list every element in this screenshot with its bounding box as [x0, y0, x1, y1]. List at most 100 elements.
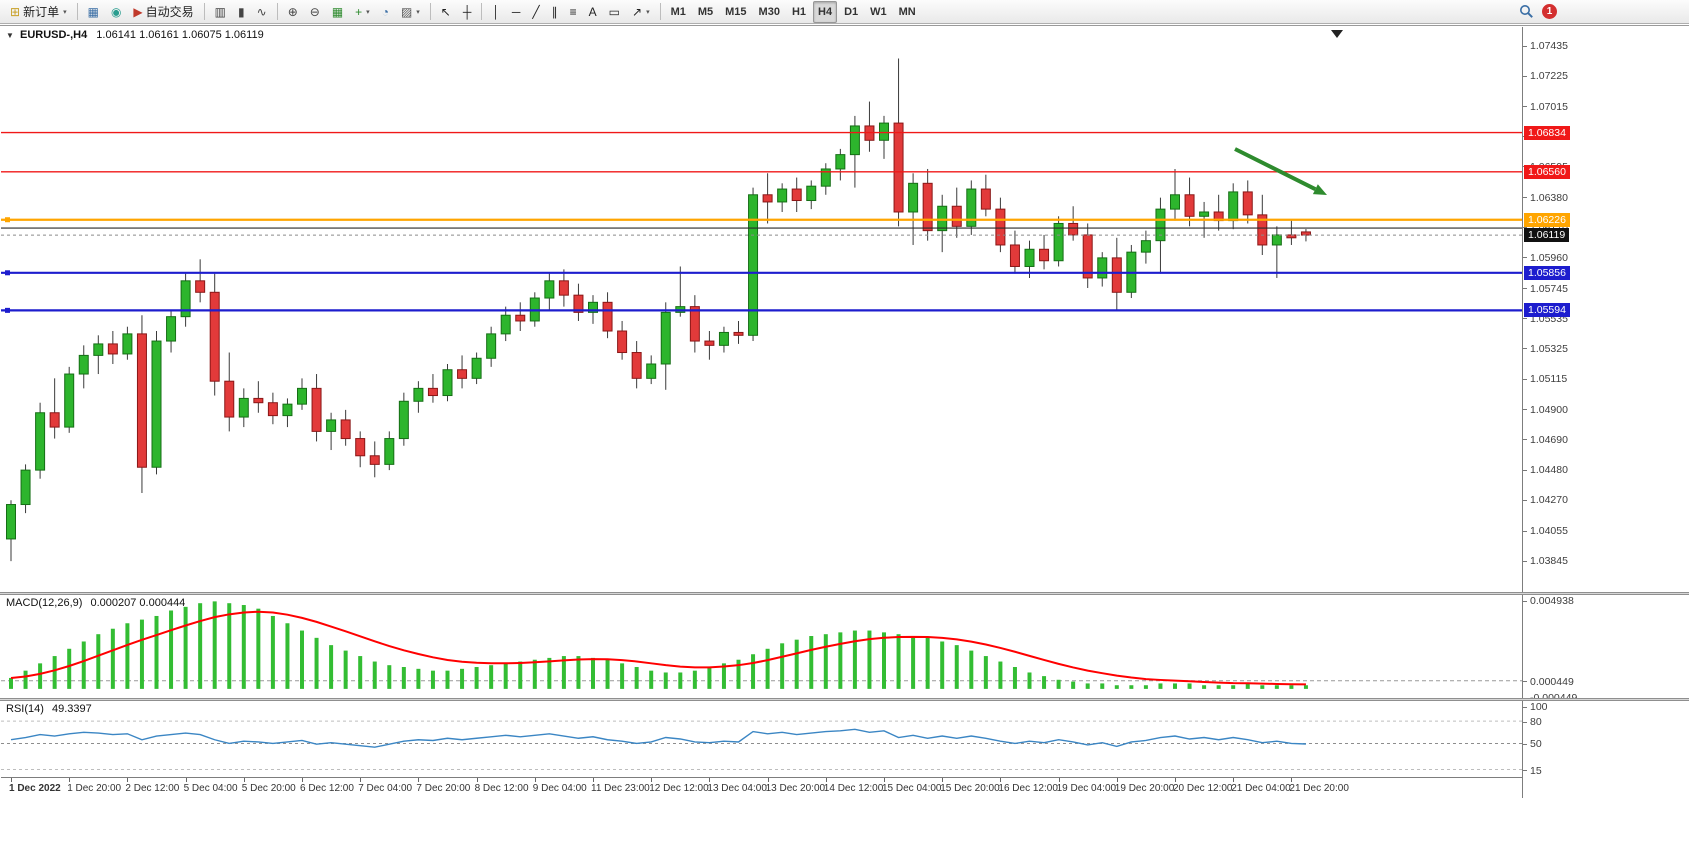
label-icon[interactable]: ▭	[604, 1, 625, 23]
tf-mn-button[interactable]: MN	[894, 1, 921, 23]
price-axis-label: 1.04900	[1530, 403, 1568, 416]
fibonacci-icon[interactable]: ≡	[565, 1, 582, 23]
indicators-icon[interactable]: + ▾	[350, 1, 375, 23]
tf-h1-button[interactable]: H1	[787, 1, 811, 23]
notification-badge[interactable]: 1	[1542, 4, 1557, 19]
time-axis-tick	[1058, 778, 1060, 782]
time-axis-label: 6 Dec 12:00	[300, 783, 354, 794]
time-axis-tick	[1000, 778, 1002, 782]
price-line-badge: 1.05856	[1524, 265, 1570, 280]
tf-mn-button-label: MN	[898, 5, 916, 18]
line-handle[interactable]	[5, 270, 10, 276]
main-chart-panel[interactable]: ▼ EURUSD-,H4 1.06141 1.06161 1.06075 1.0…	[1, 27, 1522, 592]
axis-tick	[1523, 106, 1527, 108]
time-axis-tick	[418, 778, 420, 782]
templates-icon[interactable]: ▨ ▾	[396, 1, 425, 23]
time-axis-label: 21 Dec 04:00	[1231, 783, 1291, 794]
price-axis-label: 1.04480	[1530, 464, 1568, 477]
time-axis-tick	[534, 778, 536, 782]
profile-icon[interactable]: ◉	[106, 1, 126, 23]
tf-m5-button-label: M5	[697, 5, 714, 18]
tile-windows-icon[interactable]: ▦	[327, 1, 348, 23]
templates-icon: ▨	[400, 4, 413, 19]
axis-tick	[1523, 197, 1527, 199]
autotrading-button[interactable]: ▶ 自动交易	[128, 1, 198, 23]
macd-axis-label: 0.004938	[1530, 595, 1574, 607]
clock-icon[interactable]: ◔	[377, 1, 394, 23]
caret-down-icon: ▾	[366, 8, 370, 16]
time-axis-label: 19 Dec 04:00	[1056, 783, 1117, 794]
time-axis-tick	[651, 778, 653, 782]
charts-window-icon[interactable]: ▦	[83, 1, 104, 23]
toolbar-right: 1	[1519, 4, 1685, 19]
panel-splitter[interactable]	[0, 698, 1689, 701]
time-axis-label: 11 Dec 23:00	[591, 783, 650, 794]
caret-down-icon: ▾	[416, 8, 420, 16]
horizontal-line-icon: ─	[511, 4, 521, 19]
axis-tick	[1523, 288, 1527, 290]
vertical-line-icon[interactable]: │	[487, 1, 505, 23]
chart-shift-marker-icon[interactable]	[1331, 30, 1343, 38]
channel-icon[interactable]: ∥	[547, 1, 563, 23]
new-order-button[interactable]: ⊞ 新订单 ▾	[5, 1, 72, 23]
zoom-in-icon[interactable]: ⊕	[283, 1, 303, 23]
time-axis-tick	[1175, 778, 1176, 782]
tf-m5-button[interactable]: M5	[693, 1, 718, 23]
rsi-axis-label: 50	[1530, 738, 1542, 751]
line-chart-icon[interactable]: ∿	[252, 1, 272, 23]
macd-values: 0.000207 0.000444	[90, 597, 186, 609]
tile-windows-icon: ▦	[331, 4, 344, 19]
tf-m30-button[interactable]: M30	[754, 1, 785, 23]
time-axis-label: 1 Dec 20:00	[67, 783, 122, 794]
tf-w1-button[interactable]: W1	[865, 1, 892, 23]
tf-m30-button-label: M30	[758, 5, 780, 18]
new-order-button-icon: ⊞	[10, 4, 21, 19]
search-icon[interactable]	[1519, 4, 1534, 19]
rsi-axis-label: 100	[1530, 701, 1548, 714]
shapes-icon[interactable]: ↗ ▾	[627, 1, 655, 23]
collapse-triangle-icon[interactable]: ▼	[6, 31, 14, 40]
tf-h1-button-label: H1	[791, 5, 807, 18]
axis-tick	[1523, 45, 1527, 47]
time-axis-tick	[942, 778, 944, 782]
rsi-panel[interactable]: RSI(14) 49.3397	[1, 701, 1522, 777]
axis-tick	[1523, 530, 1527, 532]
tf-m15-button[interactable]: M15	[720, 1, 751, 23]
cursor-icon[interactable]: ↖	[436, 1, 456, 23]
line-handle[interactable]	[5, 307, 10, 313]
rsi-title: RSI(14) 49.3397	[6, 703, 92, 715]
time-axis-tick	[302, 778, 303, 782]
time-axis-label: 9 Dec 04:00	[532, 783, 587, 794]
tf-m1-button-label: M1	[670, 5, 686, 18]
rsi-axis-label: 80	[1530, 716, 1542, 729]
price-line-badge: 1.05594	[1524, 303, 1570, 318]
macd-axis-label: 0.000449	[1530, 675, 1574, 688]
rsi-value: 49.3397	[51, 703, 92, 715]
toolbar-separator	[203, 3, 205, 20]
axis-tick	[1523, 227, 1527, 229]
tf-d1-button-label: D1	[844, 5, 859, 18]
text-icon[interactable]: A	[584, 1, 602, 23]
candles-chart-icon[interactable]: ▮	[233, 1, 250, 23]
macd-panel[interactable]: MACD(12,26,9) 0.000207 0.000444	[1, 595, 1522, 698]
chart-title: ▼ EURUSD-,H4 1.06141 1.06161 1.06075 1.0…	[6, 29, 264, 41]
time-axis[interactable]: 1 Dec 2022 1 Dec 20:00 2 Dec 12:00 5 Dec 04…	[1, 777, 1522, 798]
time-axis-label: 7 Dec 04:00	[358, 783, 413, 794]
zoom-out-icon[interactable]: ⊖	[305, 1, 325, 23]
price-axis[interactable]: 1.074351.072251.070151.068051.065951.063…	[1522, 27, 1688, 798]
line-handle[interactable]	[5, 217, 10, 223]
horizontal-line-icon[interactable]: ─	[507, 1, 526, 23]
tf-m1-button[interactable]: M1	[666, 1, 691, 23]
tf-h4-button[interactable]: H4	[813, 0, 838, 23]
panel-splitter[interactable]	[0, 592, 1689, 595]
bars-chart-icon[interactable]: ▥	[210, 1, 231, 23]
toolbar-buttons: ⊞ 新订单 ▾ ▦ ◉ ▶ 自动交易 ▥ ▮ ∿ ⊕ ⊖ ▦ + ▾ ◔ ▨ ▾ ↖ ┼ │ ─ ╱ ∥ ≡ A ▭ ↗ ▾ M1 M5 M1…	[4, 0, 922, 23]
tf-d1-button[interactable]: D1	[839, 1, 863, 23]
price-axis-label: 1.07225	[1530, 70, 1568, 83]
trend-arrow-annotation[interactable]	[1234, 147, 1327, 195]
toolbar-separator	[276, 3, 278, 20]
axis-tick	[1523, 318, 1527, 320]
crosshair-icon[interactable]: ┼	[458, 1, 477, 23]
trendline-icon[interactable]: ╱	[527, 1, 544, 23]
time-axis-label: 12 Dec 12:00	[649, 783, 709, 794]
